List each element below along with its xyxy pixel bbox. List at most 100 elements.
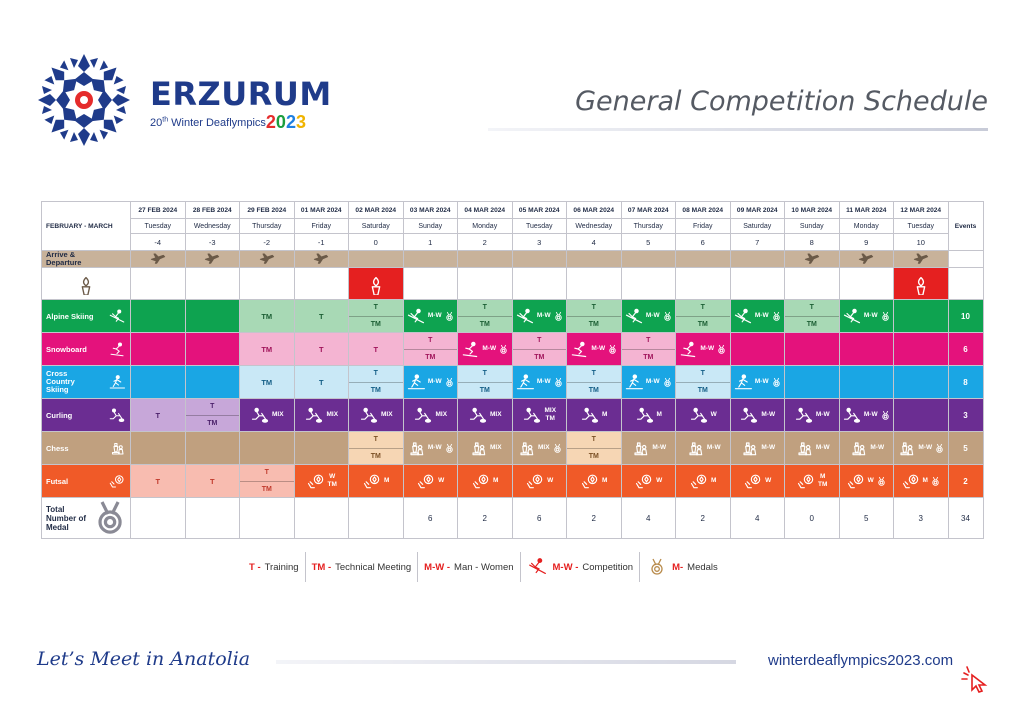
schedule-code: T <box>318 311 324 321</box>
relative-day-cell: 8 <box>784 233 840 251</box>
website-link[interactable]: winterdeaflympics2023.com <box>768 652 954 669</box>
gender-code: M-W <box>591 345 606 352</box>
schedule-cell: T TM <box>566 365 622 399</box>
event-count: 2 <box>963 476 968 486</box>
day-offset: 3 <box>537 237 542 247</box>
gender-code: M-W <box>815 444 830 451</box>
relative-day-cell: -2 <box>239 233 295 251</box>
travel-cell <box>784 250 840 268</box>
competition-cell: M-W <box>675 332 731 366</box>
travel-cell <box>348 250 404 268</box>
gender-code: M-W <box>761 411 776 418</box>
sport-label: Chess <box>46 443 69 453</box>
events-count-cell: 3 <box>947 398 984 432</box>
day-offset: 8 <box>809 237 814 247</box>
schedule-cell: T <box>293 332 349 366</box>
medal-count: 6 <box>428 513 433 523</box>
gender-code: M-W <box>652 444 667 451</box>
travel-label-cell: Arrive & Departure <box>41 250 131 268</box>
medal-icon <box>936 443 943 453</box>
weekday-cell: Tuesday <box>893 218 949 234</box>
event-count: 5 <box>963 443 968 453</box>
competition-cell: M-W <box>838 398 894 432</box>
travel-cell <box>675 250 731 268</box>
events-count-cell: 10 <box>947 299 984 333</box>
chess-icon <box>689 442 703 456</box>
empty-cell <box>184 431 240 465</box>
sport-label-cell: Cross Country Skiing <box>41 365 131 399</box>
day-weekday: Sunday <box>799 222 824 230</box>
empty-cell <box>184 299 240 333</box>
curling-icon <box>524 407 541 423</box>
empty-cell <box>184 365 240 399</box>
events-count-cell: 8 <box>947 365 984 399</box>
day-weekday: Wednesday <box>575 222 613 230</box>
curling-icon <box>581 407 599 423</box>
date-cell: 01 MAR 2024 <box>293 201 349 219</box>
day-date: 03 MAR 2024 <box>409 206 451 214</box>
day-weekday: Monday <box>853 222 879 230</box>
schedule-code: TM <box>349 315 403 332</box>
travel-cell <box>620 250 676 268</box>
curling-icon <box>741 407 758 423</box>
sport-label-cell: Chess <box>41 431 131 465</box>
medal-count-cell <box>184 496 240 540</box>
events-header-cell: Events <box>947 201 984 251</box>
competition-cell: W TM <box>293 464 349 498</box>
medal-icon <box>881 410 889 420</box>
curling-icon <box>415 407 432 423</box>
competition-cell: M TM <box>784 464 840 498</box>
day-offset: 6 <box>700 237 705 247</box>
competition-cell: M <box>620 398 676 432</box>
schedule-code: T <box>428 337 433 345</box>
day-weekday: Thursday <box>252 222 282 230</box>
schedule-code: TM <box>458 381 512 398</box>
competition-cell: MIX <box>457 398 513 432</box>
sport-label-cell: Futsal <box>41 464 131 498</box>
torch-icon <box>916 276 926 295</box>
competition-cell: M <box>675 464 731 498</box>
slogan: Let’s Meet in Anatolia <box>37 648 251 670</box>
relative-day-cell: 3 <box>511 233 567 251</box>
futsal-icon <box>363 474 380 489</box>
schedule-cell: T TM <box>675 365 731 399</box>
medal-count-cell: 2 <box>675 496 731 540</box>
day-weekday: Wednesday <box>193 222 231 230</box>
schedule-table: FEBRUARY - MARCH 27 FEB 2024 28 FEB 2024 29… <box>41 201 984 540</box>
schedule-code: T <box>646 337 651 345</box>
day-weekday: Friday <box>693 222 713 230</box>
schedule-cell: T <box>184 464 240 498</box>
medal-count: 5 <box>864 513 869 523</box>
events-header: Events <box>954 222 977 230</box>
weekday-cell: Saturday <box>348 218 404 234</box>
day-weekday: Monday <box>472 222 498 230</box>
empty-cell <box>838 365 894 399</box>
schedule-cell: T TM <box>675 299 731 333</box>
medals-row: Total Number of Medal 6 2 6 2 4 2 4 0 5 3 34 <box>41 496 984 540</box>
sport-label-cell: Snowboard <box>41 332 131 366</box>
medal-icon <box>98 501 122 534</box>
relative-day-cell: 10 <box>893 233 949 251</box>
gender-code: MIX <box>326 411 339 418</box>
chess-icon <box>472 442 486 456</box>
empty-cell <box>130 299 186 333</box>
weekday-cell: Sunday <box>402 218 458 234</box>
competition-cell: M-W <box>729 398 785 432</box>
competition-cell: M-W <box>620 365 676 399</box>
cross-country-skier-icon <box>625 374 643 390</box>
schedule-code: TM <box>240 480 294 497</box>
sport-row-curl: Curling T T TM MIX MIX MIX MIX MIX MIX TM M M W M-W M-W… <box>41 398 984 432</box>
medal-count-cell: 6 <box>511 496 567 540</box>
day-date: 11 MAR 2024 <box>846 206 887 214</box>
date-cell: 11 MAR 2024 <box>838 201 894 219</box>
schedule-code: TM <box>785 315 839 332</box>
gender-code: W <box>656 477 663 484</box>
travel-cell <box>838 250 894 268</box>
sport-label-cell: Curling <box>41 398 131 432</box>
medal-total-cell: 34 <box>947 496 984 540</box>
day-date: 08 MAR 2024 <box>682 206 724 214</box>
day-offset: 0 <box>373 237 378 247</box>
alpine-skier-icon <box>109 309 125 323</box>
page-title: General Competition Schedule <box>575 86 988 117</box>
medal-icon <box>718 344 725 354</box>
